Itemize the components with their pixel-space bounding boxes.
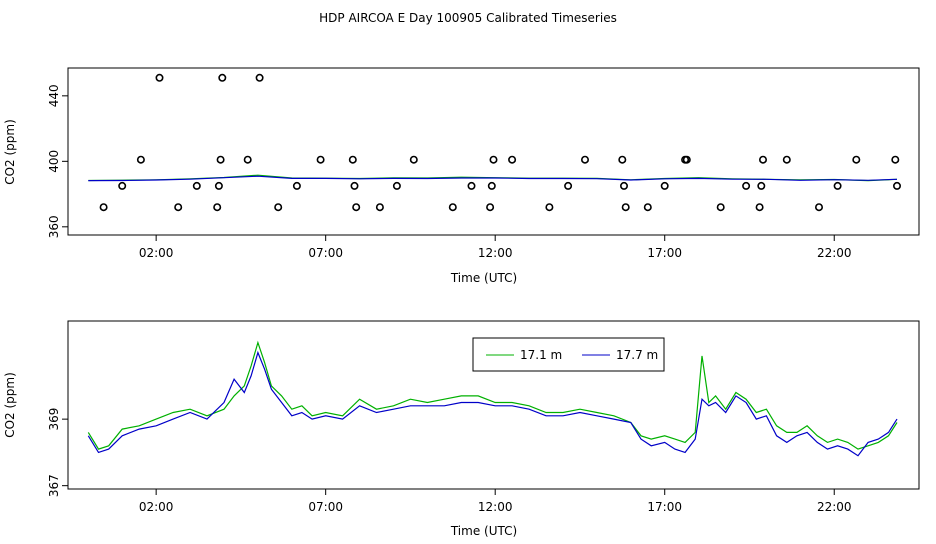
top-x-axis: 02:00 07:00 12:00 17:00 22:00 <box>139 235 852 260</box>
calibration-point <box>467 181 476 190</box>
calibration-point <box>486 203 495 212</box>
top-x-axis-label: Time (UTC) <box>450 271 517 285</box>
calibration-point <box>618 155 627 164</box>
legend-label-17-7m: 17.7 m <box>616 348 658 362</box>
x-tick-label: 22:00 <box>817 500 852 514</box>
calibration-point <box>545 203 554 212</box>
x-tick-label: 07:00 <box>308 500 343 514</box>
y-tick-label: 440 <box>47 84 61 107</box>
series-line-top-1 <box>88 175 898 182</box>
x-tick-label: 17:00 <box>647 500 682 514</box>
calibration-point <box>758 155 767 164</box>
calibration-point <box>409 155 418 164</box>
series-line-bottom-1 <box>87 350 898 457</box>
calibration-point <box>782 155 791 164</box>
calibration-point <box>619 181 628 190</box>
calibration-point <box>489 155 498 164</box>
calibration-point <box>833 181 842 190</box>
bottom-series-layer <box>87 340 898 457</box>
calibration-point <box>508 155 517 164</box>
top-series-layer <box>88 174 898 182</box>
legend-label-17-1m: 17.1 m <box>520 348 562 362</box>
legend: 17.1 m 17.7 m <box>472 337 665 372</box>
calibration-point <box>580 155 589 164</box>
bottom-x-axis: 02:00 07:00 12:00 17:00 22:00 <box>139 489 852 514</box>
calibration-point <box>255 73 264 82</box>
bottom-y-axis: 367369391 <box>47 408 68 497</box>
top-y-axis-label: CO2 (ppm) <box>3 119 17 185</box>
bottom-plot-frame <box>67 320 920 490</box>
calibration-point <box>448 203 457 212</box>
calibration-point <box>892 181 901 190</box>
calibration-point <box>192 181 201 190</box>
bottom-y-axis-label: CO2 (ppm) <box>3 372 17 438</box>
calibration-point <box>316 155 325 164</box>
calibration-point <box>274 203 283 212</box>
calibration-point <box>564 181 573 190</box>
calibration-point <box>352 203 361 212</box>
calibration-point <box>814 203 823 212</box>
top-panel: 02:00 07:00 12:00 17:00 22:00 360 400 440 Time… <box>3 67 920 285</box>
calibration-point <box>891 155 900 164</box>
calibration-point <box>643 203 652 212</box>
calibration-point <box>174 203 183 212</box>
x-tick-label: 12:00 <box>478 500 513 514</box>
calibration-point <box>118 181 127 190</box>
y-tick-label: 400 <box>47 150 61 173</box>
x-tick-label: 02:00 <box>139 246 174 260</box>
calibration-point <box>682 155 691 164</box>
y-tick-label: 369 <box>47 408 61 431</box>
y-tick-label: 360 <box>47 215 61 238</box>
x-tick-label: 02:00 <box>139 500 174 514</box>
calibration-point <box>755 203 764 212</box>
calibration-point <box>350 181 359 190</box>
calibration-point <box>757 181 766 190</box>
calibration-point <box>621 203 630 212</box>
series-line-bottom-0 <box>87 340 898 450</box>
bottom-x-axis-label: Time (UTC) <box>450 524 517 538</box>
calibration-point <box>99 203 108 212</box>
calibration-point <box>716 203 725 212</box>
calibration-point <box>155 73 164 82</box>
top-calibration-points <box>99 73 901 212</box>
calibration-point <box>136 155 145 164</box>
x-tick-label: 17:00 <box>647 246 682 260</box>
calibration-point <box>243 155 252 164</box>
calibration-point <box>375 203 384 212</box>
calibration-point <box>348 155 357 164</box>
calibration-point <box>292 181 301 190</box>
chart-title: HDP AIRCOA E Day 100905 Calibrated Times… <box>319 11 617 25</box>
y-tick-label: 367 <box>47 474 61 497</box>
calibration-point <box>218 73 227 82</box>
calibration-point <box>213 203 222 212</box>
top-plot-frame <box>67 67 920 236</box>
top-y-axis: 360 400 440 <box>47 84 68 238</box>
calibration-point <box>487 181 496 190</box>
calibration-point <box>392 181 401 190</box>
calibration-point <box>214 181 223 190</box>
calibration-point <box>852 155 861 164</box>
x-tick-label: 22:00 <box>817 246 852 260</box>
calibration-point <box>660 181 669 190</box>
x-tick-label: 07:00 <box>308 246 343 260</box>
calibration-point <box>216 155 225 164</box>
calibration-point <box>742 181 751 190</box>
x-tick-label: 12:00 <box>478 246 513 260</box>
